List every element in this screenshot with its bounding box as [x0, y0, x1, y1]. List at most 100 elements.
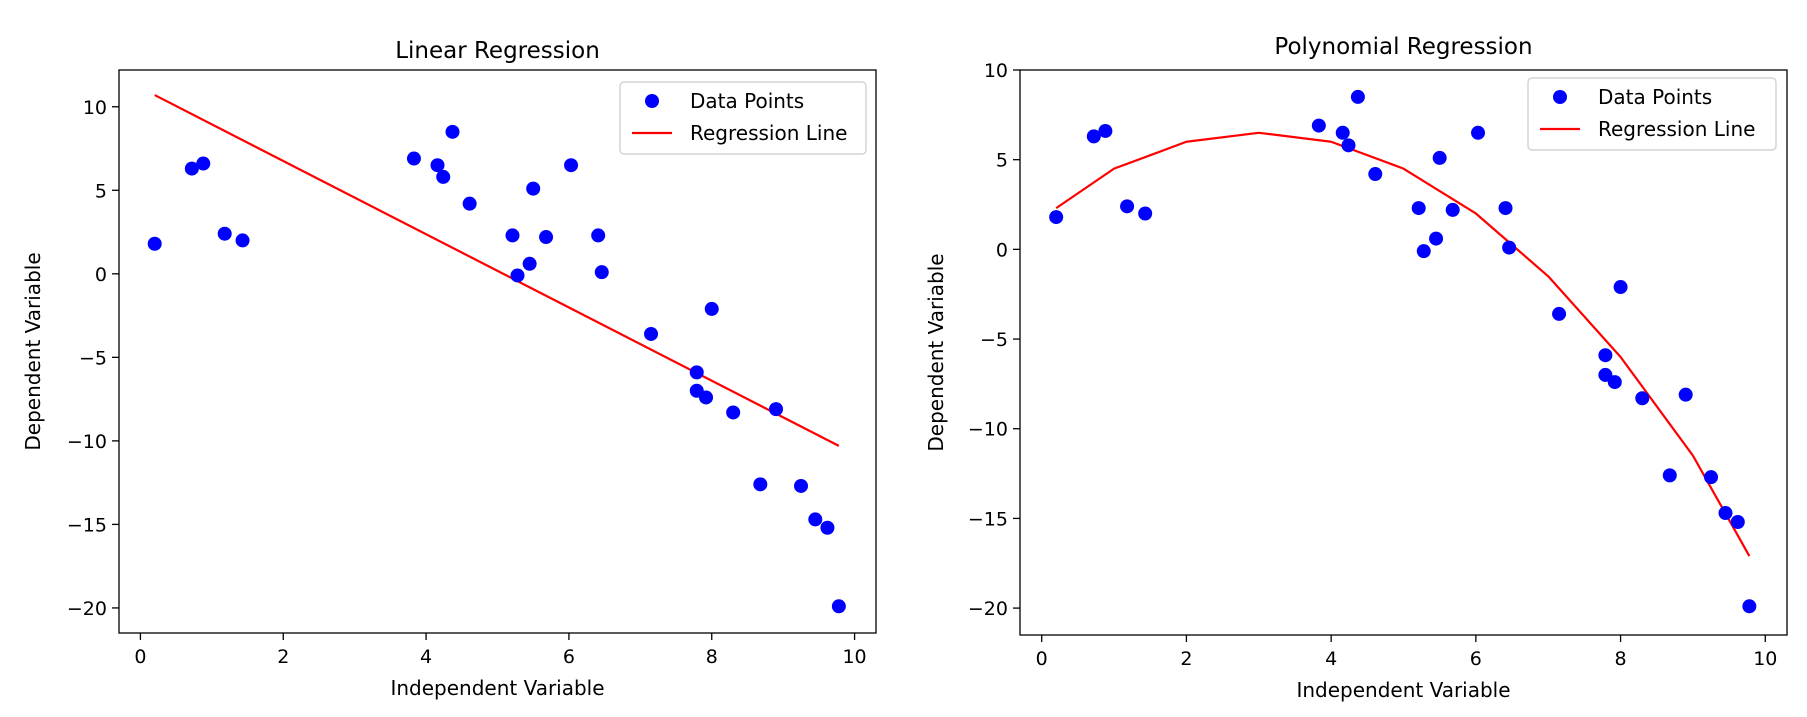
data-point — [1635, 391, 1650, 406]
x-tick-label: 2 — [277, 646, 289, 668]
data-point — [1432, 150, 1447, 165]
y-tick-label: −10 — [67, 431, 107, 453]
data-point — [704, 301, 719, 316]
data-point — [505, 228, 520, 243]
data-point — [644, 326, 659, 341]
data-point — [1350, 89, 1365, 104]
data-point — [1607, 375, 1622, 390]
x-tick-label: 2 — [1180, 648, 1192, 670]
data-point — [217, 226, 232, 241]
data-point — [1416, 244, 1431, 259]
y-tick-label: 10 — [984, 60, 1008, 82]
x-tick-label: 10 — [842, 646, 866, 668]
y-axis-label: Dependent Variable — [21, 252, 45, 450]
data-point — [726, 405, 741, 420]
data-point — [1718, 506, 1733, 521]
data-point — [1120, 199, 1135, 214]
data-point — [235, 233, 250, 248]
legend-label-data-points: Data Points — [1598, 85, 1712, 109]
y-tick-label: 10 — [83, 97, 107, 119]
data-point — [445, 124, 460, 139]
y-axis-label: Dependent Variable — [924, 253, 948, 451]
data-point — [430, 158, 445, 173]
data-point — [462, 196, 477, 211]
data-point — [699, 390, 714, 405]
regression-line — [154, 94, 840, 447]
x-tick-label: 0 — [134, 646, 146, 668]
y-tick-label: 5 — [95, 180, 107, 202]
x-axis-label: Independent Variable — [390, 676, 604, 700]
data-point — [147, 236, 162, 251]
data-point — [1086, 129, 1101, 144]
data-point — [1598, 348, 1613, 363]
data-point — [1049, 210, 1064, 225]
data-point — [406, 151, 421, 166]
data-point — [510, 268, 525, 283]
legend-label-data-points: Data Points — [690, 89, 804, 113]
data-point — [769, 402, 784, 417]
data-point — [526, 181, 541, 196]
data-point — [1704, 470, 1719, 485]
x-tick-label: 0 — [1036, 648, 1048, 670]
chart-title: Linear Regression — [395, 38, 600, 64]
legend-label-regression-line: Regression Line — [690, 121, 847, 145]
linear-regression-panel: 0 2 4 6 8 10 10 5 0 −5 −10 −15 −20 Linear Regression I… — [21, 38, 877, 700]
x-tick-label: 6 — [1470, 648, 1482, 670]
y-tick-label: 0 — [996, 239, 1008, 261]
y-tick-label: −10 — [968, 419, 1008, 441]
legend: Data Points Regression Line — [619, 81, 867, 155]
data-point — [1742, 599, 1757, 614]
x-tick-label: 8 — [1615, 648, 1627, 670]
legend-marker-data-points — [1553, 90, 1567, 104]
data-point — [831, 599, 846, 614]
data-point — [564, 158, 579, 173]
legend: Data Points Regression Line — [1527, 77, 1777, 151]
data-point — [1471, 125, 1486, 140]
legend-box — [619, 81, 867, 155]
data-point — [1335, 125, 1350, 140]
legend-marker-data-points — [645, 94, 659, 108]
data-point — [184, 161, 199, 176]
y-tick-label: 0 — [95, 264, 107, 286]
data-point — [820, 520, 835, 535]
y-tick-label: −15 — [67, 514, 107, 536]
data-point — [1678, 387, 1693, 402]
data-point — [753, 477, 768, 492]
data-point — [196, 156, 211, 171]
y-tick-label: 5 — [996, 150, 1008, 172]
x-axis-label: Independent Variable — [1296, 678, 1510, 702]
data-point — [1498, 201, 1513, 216]
data-point — [1613, 280, 1628, 295]
data-point — [1341, 138, 1356, 153]
x-tick-label: 8 — [706, 646, 718, 668]
y-tick-label: −5 — [980, 329, 1008, 351]
axes-frame — [118, 69, 877, 634]
data-point — [689, 365, 704, 380]
data-point — [794, 478, 809, 493]
regression-line — [1055, 131, 1751, 557]
chart-title: Polynomial Regression — [1274, 34, 1532, 60]
data-point — [436, 169, 451, 184]
data-point — [539, 230, 554, 245]
legend-label-regression-line: Regression Line — [1598, 117, 1755, 141]
y-tick-label: −20 — [968, 598, 1008, 620]
data-point — [1502, 240, 1517, 255]
data-point — [1662, 468, 1677, 483]
data-point — [1730, 515, 1745, 529]
data-point — [1411, 201, 1426, 216]
data-point — [808, 512, 823, 527]
y-tick-label: −15 — [968, 508, 1008, 530]
x-tick-label: 4 — [420, 646, 432, 668]
y-tick-label: −20 — [67, 598, 107, 620]
axes-frame — [1019, 69, 1788, 636]
data-point — [591, 228, 606, 243]
x-tick-label: 4 — [1325, 648, 1337, 670]
data-point — [1098, 123, 1113, 138]
data-point — [1368, 167, 1383, 182]
x-tick-label: 6 — [563, 646, 575, 668]
x-tick-label: 10 — [1753, 648, 1777, 670]
y-tick-label: −5 — [79, 347, 107, 369]
data-point — [1429, 231, 1444, 246]
data-point — [1445, 202, 1460, 217]
